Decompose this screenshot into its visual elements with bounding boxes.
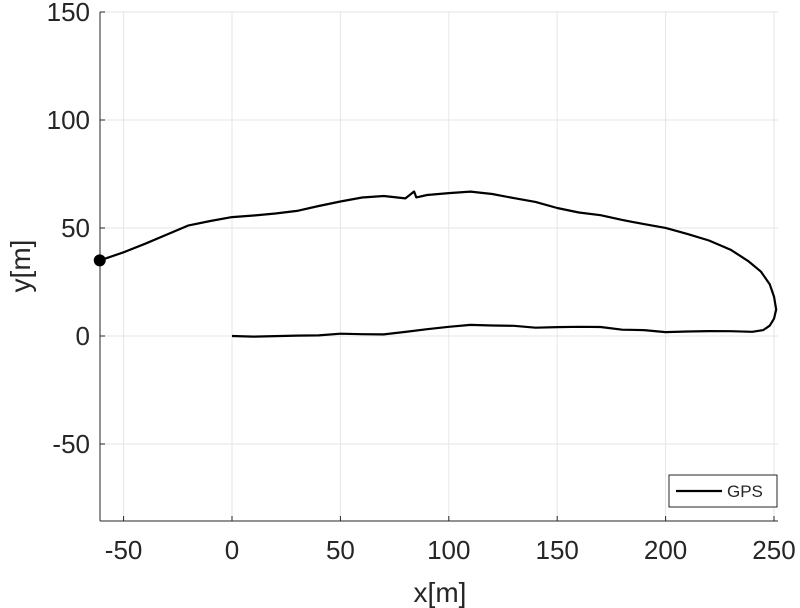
tick-labels: -50 0 50 100 150 200 250 -50 0 50 100 150 bbox=[47, 0, 796, 565]
x-tick-label: 100 bbox=[427, 535, 470, 565]
x-tick-label: -50 bbox=[105, 535, 143, 565]
y-axis-label: y[m] bbox=[5, 240, 36, 293]
y-tick-label: -50 bbox=[52, 429, 90, 459]
x-tick-label: 200 bbox=[644, 535, 687, 565]
gps-trajectory-line bbox=[99, 190, 778, 338]
y-tick-label: 150 bbox=[47, 0, 90, 27]
grid-lines bbox=[100, 11, 778, 521]
x-tick-label: 250 bbox=[752, 535, 795, 565]
x-tick-label: 150 bbox=[536, 535, 579, 565]
x-tick-label: 0 bbox=[225, 535, 239, 565]
axes bbox=[99, 11, 778, 522]
start-point-marker bbox=[93, 254, 106, 267]
x-tick-label: 50 bbox=[326, 535, 355, 565]
legend-label-gps: GPS bbox=[727, 482, 763, 501]
y-tick-label: 0 bbox=[76, 321, 90, 351]
x-axis-label: x[m] bbox=[414, 577, 467, 608]
y-tick-label: 100 bbox=[47, 105, 90, 135]
y-tick-label: 50 bbox=[61, 213, 90, 243]
legend: GPS bbox=[668, 474, 778, 508]
